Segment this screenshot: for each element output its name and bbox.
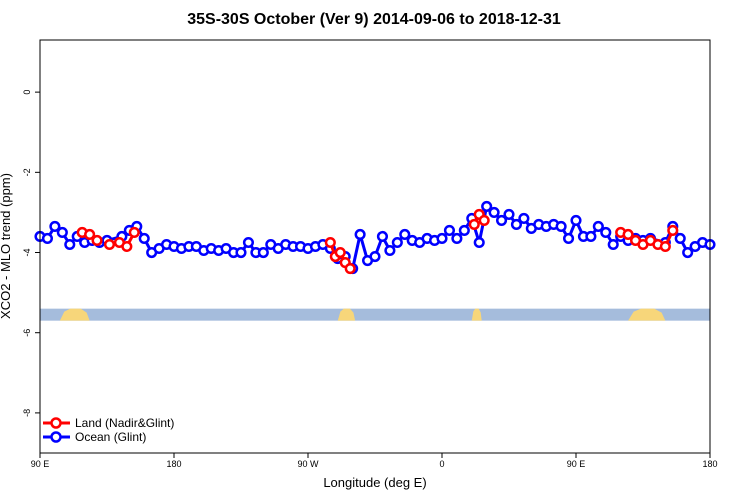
ocean-point (592, 220, 604, 233)
ocean-point (600, 226, 612, 239)
land-point (667, 224, 679, 237)
ocean-point (451, 232, 463, 245)
ocean-point (570, 214, 582, 226)
ocean-point (242, 236, 254, 249)
x-tick-label: 90 E (567, 459, 586, 469)
ocean-point (49, 220, 61, 233)
y-tick-label: 0 (22, 90, 32, 95)
ocean-point (64, 238, 76, 251)
ocean-point (41, 232, 53, 245)
legend-ocean-marker (50, 431, 62, 443)
ocean-point (56, 226, 68, 239)
ocean-point (510, 218, 522, 230)
ocean-point (257, 246, 269, 259)
ocean-point (436, 232, 448, 245)
y-tick-label: -8 (22, 409, 32, 417)
land-point (103, 238, 116, 251)
ocean-point (518, 212, 530, 224)
ocean-point (682, 246, 694, 259)
ocean-point (503, 208, 515, 220)
ocean-point (458, 224, 470, 237)
land-point (334, 246, 346, 259)
land-point (344, 263, 356, 275)
ocean-point (674, 232, 686, 245)
x-tick-label: 180 (166, 459, 181, 469)
x-tick-label: 90 W (297, 459, 319, 469)
ocean-point (138, 232, 150, 245)
chart-title: 35S-30S October (Ver 9) 2014-09-06 to 20… (187, 11, 561, 28)
land-band (40, 308, 710, 321)
legend-land-label: Land (Nadir&Glint) (75, 416, 174, 430)
x-tick-label: 90 E (31, 459, 50, 469)
ocean-point (376, 230, 388, 243)
ocean-point (473, 236, 485, 249)
ocean-point (399, 228, 411, 241)
land-point (84, 228, 96, 241)
land-blob (337, 308, 356, 321)
x-tick-label: 0 (439, 459, 444, 469)
land-point (622, 228, 634, 241)
ocean-point (443, 224, 455, 237)
land-blob (59, 308, 90, 321)
ocean-point (607, 238, 619, 251)
ocean-point (585, 230, 597, 243)
y-axis-label: XCO2 - MLO trend (ppm) (0, 173, 13, 319)
ocean-point (481, 200, 493, 212)
ocean-point (384, 244, 396, 257)
y-tick-label: -4 (22, 249, 32, 257)
ocean-series (34, 200, 716, 275)
land-blob (471, 308, 482, 321)
ocean-point (369, 250, 381, 263)
land-point (478, 214, 490, 226)
legend-ocean-label: Ocean (Glint) (75, 430, 146, 444)
land-series (76, 208, 679, 275)
x-axis: 90 E 180 90 W 0 90 E 180 (31, 453, 718, 469)
land-point (121, 240, 133, 253)
ocean-point (354, 228, 366, 241)
ocean-point (555, 220, 567, 233)
ocean-point (496, 214, 508, 226)
ocean-point (391, 236, 403, 249)
ocean-point (235, 246, 247, 259)
legend: Land (Nadir&Glint) Ocean (Glint) (43, 416, 174, 444)
legend-land-marker (50, 417, 62, 429)
y-axis: 0 -2 -4 -6 -8 (22, 90, 40, 417)
ocean-point (488, 206, 500, 218)
land-point (128, 226, 140, 239)
y-tick-label: -6 (22, 329, 32, 337)
x-tick-label: 180 (702, 459, 717, 469)
x-axis-label: Longitude (deg E) (323, 475, 426, 490)
land-point (468, 218, 480, 230)
plot-frame (39, 39, 711, 454)
land-blob (628, 308, 666, 321)
ocean-point (563, 232, 575, 245)
land-point (91, 234, 103, 247)
land-point (659, 240, 671, 253)
y-tick-label: -2 (22, 168, 32, 176)
land-point (324, 236, 336, 249)
ocean-strip (40, 308, 710, 321)
